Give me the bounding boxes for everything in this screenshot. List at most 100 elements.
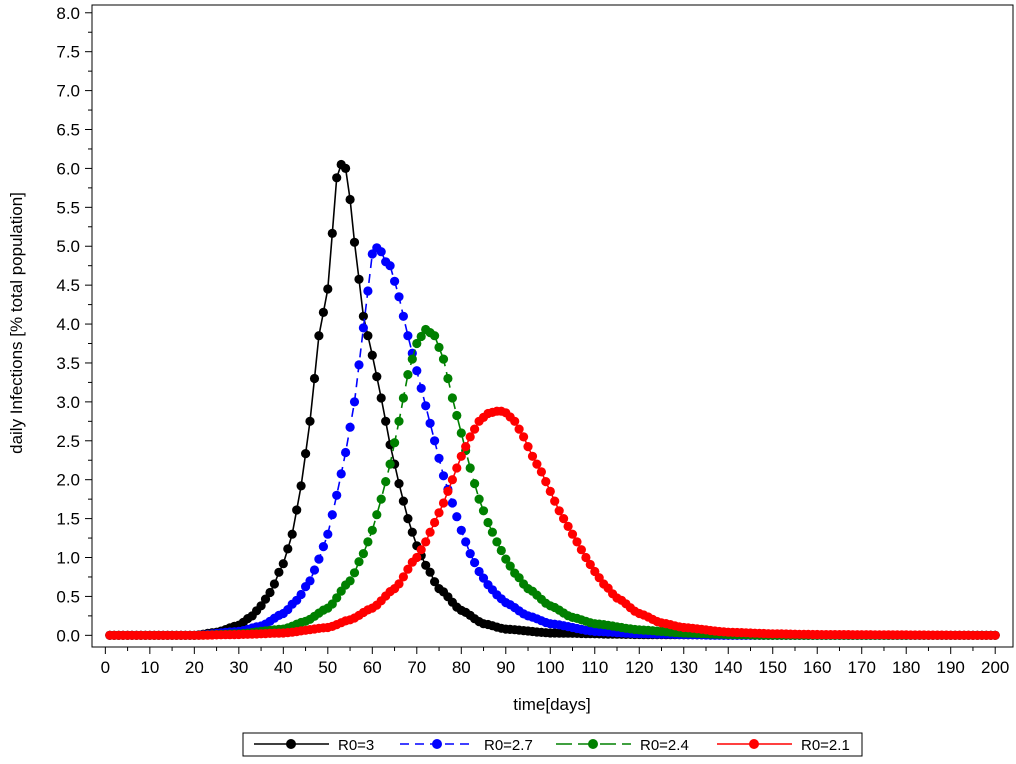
data-point — [461, 537, 471, 547]
x-tick-label: 120 — [625, 658, 653, 677]
data-point — [434, 342, 444, 352]
data-point — [385, 459, 395, 469]
data-point — [332, 593, 342, 603]
data-point — [452, 463, 462, 473]
data-point — [465, 432, 475, 442]
x-axis-label: time[days] — [513, 695, 590, 714]
series-layer — [105, 159, 1000, 640]
data-point — [416, 545, 426, 555]
data-point — [363, 286, 373, 296]
data-point — [438, 354, 449, 364]
x-tick-label: 100 — [536, 658, 564, 677]
data-point — [403, 514, 413, 524]
data-point — [465, 549, 475, 559]
data-point — [345, 576, 355, 586]
data-point — [296, 589, 306, 600]
data-point — [536, 467, 547, 477]
data-point — [541, 477, 551, 487]
legend-marker — [588, 739, 598, 749]
data-point — [349, 397, 360, 407]
data-point — [447, 393, 457, 403]
data-point — [314, 331, 324, 341]
x-tick-label: 10 — [140, 658, 159, 677]
y-axis: 0.0 0.5 1.0 1.5 2.0 2.5 3.0 3.5 4.0 4.5 5.0 5.5 6.0 6… — [56, 4, 92, 645]
data-point — [372, 372, 382, 382]
data-point — [425, 418, 435, 428]
data-point — [447, 498, 457, 508]
y-tick-label: 5.5 — [56, 198, 80, 217]
data-point — [443, 373, 453, 384]
data-point — [501, 554, 511, 564]
data-point — [407, 527, 417, 537]
data-point — [363, 331, 373, 341]
data-point — [585, 559, 595, 570]
data-point — [572, 537, 582, 547]
data-point — [474, 494, 484, 504]
x-tick-label: 160 — [803, 658, 831, 677]
legend-label: R0=2.1 — [801, 737, 850, 754]
legend: R0=3 R0=2.7 R0=2.4 R0=2.1 — [242, 732, 863, 757]
data-point — [283, 544, 293, 554]
data-point — [492, 537, 502, 547]
data-point — [438, 471, 449, 481]
x-axis: 0 10 20 30 40 50 60 70 80 90 100 110 120 130 140 150 160… — [101, 647, 1009, 677]
data-point — [398, 572, 408, 582]
data-point — [403, 331, 413, 341]
data-point — [438, 498, 449, 508]
x-tick-label: 130 — [670, 658, 698, 677]
data-point — [430, 436, 440, 446]
data-point — [332, 490, 342, 500]
data-point — [425, 567, 435, 577]
legend-label: R0=2.7 — [484, 737, 533, 754]
x-tick-label: 70 — [407, 658, 426, 677]
data-point — [376, 494, 386, 504]
x-tick-label: 90 — [496, 658, 515, 677]
data-point — [398, 311, 408, 321]
data-point — [407, 354, 417, 364]
x-tick-label: 30 — [229, 658, 248, 677]
x-tick-label: 0 — [101, 658, 110, 677]
data-point — [390, 438, 400, 448]
data-point — [301, 449, 311, 459]
data-point — [452, 410, 462, 421]
data-point — [554, 506, 564, 516]
y-tick-label: 0.0 — [56, 626, 80, 645]
data-point — [576, 545, 587, 555]
legend-marker — [286, 739, 296, 749]
y-tick-label: 1.5 — [56, 510, 80, 529]
y-tick-label: 1.0 — [56, 549, 80, 568]
data-point — [430, 517, 440, 528]
y-tick-label: 4.0 — [56, 315, 80, 334]
series-4 — [105, 406, 1000, 640]
data-point — [430, 577, 440, 587]
data-point — [478, 506, 489, 516]
data-point — [278, 559, 288, 569]
legend-label: R0=3 — [338, 737, 374, 754]
data-point — [478, 573, 489, 583]
y-tick-label: 7.0 — [56, 82, 80, 101]
data-point — [510, 416, 520, 426]
data-point — [398, 393, 408, 403]
data-point — [456, 451, 466, 461]
data-point — [358, 549, 368, 559]
y-tick-label: 7.5 — [56, 43, 80, 62]
y-tick-label: 8.0 — [56, 4, 80, 23]
data-point — [470, 558, 480, 568]
data-point — [447, 475, 457, 485]
data-point — [363, 537, 373, 547]
legend-marker — [432, 739, 442, 749]
data-point — [416, 383, 426, 393]
data-point — [456, 525, 466, 535]
data-point — [545, 486, 555, 496]
data-point — [314, 554, 324, 564]
data-point — [394, 416, 404, 426]
data-point — [412, 366, 422, 376]
data-point — [523, 442, 533, 452]
data-point — [292, 505, 302, 515]
data-point — [443, 486, 453, 496]
data-point — [430, 331, 440, 341]
x-tick-label: 50 — [318, 658, 337, 677]
x-tick-label: 110 — [581, 658, 608, 677]
data-point — [403, 564, 413, 574]
